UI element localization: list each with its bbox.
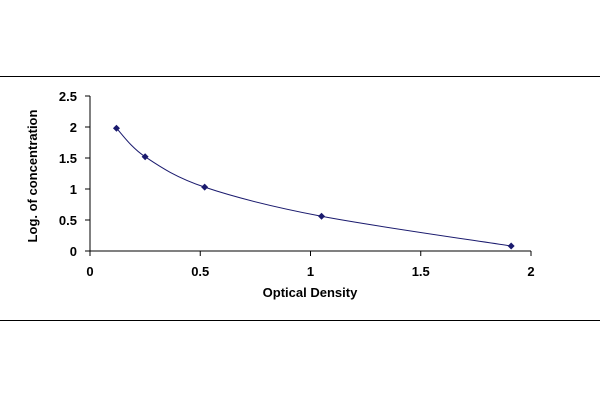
data-point	[112, 124, 120, 132]
y-tick-label: 0	[70, 244, 77, 259]
x-tick-label: 1	[307, 264, 314, 279]
y-tick-label: 2.5	[59, 89, 77, 104]
y-tick-label: 1.5	[59, 151, 77, 166]
data-point	[507, 242, 515, 250]
points-layer	[112, 124, 515, 250]
x-tick-label: 0.5	[191, 264, 209, 279]
data-point	[318, 212, 326, 220]
trend-curve	[116, 127, 512, 247]
x-tick-label: 0	[86, 264, 93, 279]
data-point	[201, 183, 209, 191]
curve-layer	[116, 127, 512, 247]
axes	[89, 96, 531, 252]
y-axis-title: Log. of concentration	[25, 110, 40, 243]
x-tick-label: 1.5	[412, 264, 430, 279]
data-point	[141, 153, 149, 161]
y-tick-label: 0.5	[59, 213, 77, 228]
x-tick-label: 2	[527, 264, 534, 279]
chart-frame	[0, 76, 600, 321]
y-tick-label: 2	[70, 120, 77, 135]
y-tick-label: 1	[70, 182, 77, 197]
x-axis-title: Optical Density	[263, 285, 358, 300]
ticks: 0 0.5 1 1.5 2 2.5 0 0.5 1 1.5 2	[59, 89, 535, 279]
